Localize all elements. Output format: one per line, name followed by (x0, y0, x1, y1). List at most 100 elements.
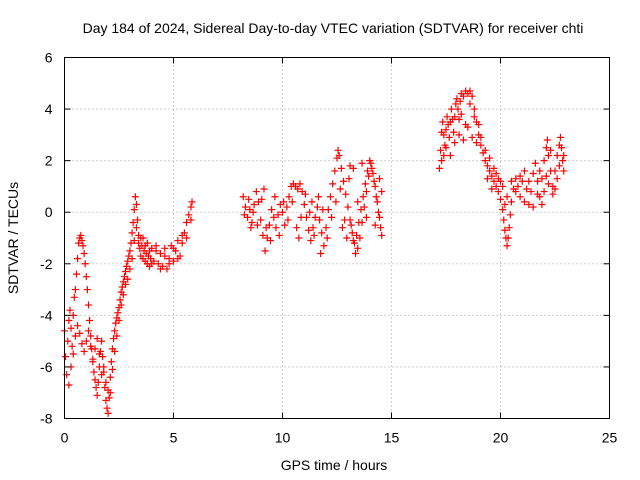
data-point (152, 242, 160, 250)
data-point (72, 270, 80, 278)
data-point (459, 92, 467, 100)
data-point (296, 180, 304, 188)
data-point (512, 175, 520, 183)
data-point (361, 180, 369, 188)
data-point (443, 113, 451, 121)
data-point (135, 239, 143, 247)
data-point (378, 231, 386, 239)
data-point (452, 100, 460, 108)
data-point (67, 324, 75, 332)
data-point (268, 206, 276, 214)
data-point (542, 172, 550, 180)
data-point (113, 332, 121, 340)
data-point (272, 224, 280, 232)
data-point (105, 394, 113, 402)
data-point (486, 167, 494, 175)
data-point (104, 409, 112, 417)
data-point (527, 188, 535, 196)
data-point (549, 190, 557, 198)
data-point (450, 128, 458, 136)
data-point (111, 327, 119, 335)
data-point (457, 110, 465, 118)
data-point (473, 139, 481, 147)
data-point (281, 221, 289, 229)
data-point (84, 301, 92, 309)
data-point (481, 146, 489, 154)
data-point (560, 167, 568, 175)
data-point (261, 247, 269, 255)
data-point (137, 234, 145, 242)
data-point (130, 237, 138, 245)
data-point (340, 177, 348, 185)
x-tick-label: 0 (61, 430, 69, 446)
data-point (341, 216, 349, 224)
data-point (257, 216, 265, 224)
data-point (544, 151, 552, 159)
data-point (117, 301, 125, 309)
data-point (71, 286, 79, 294)
data-point (373, 198, 381, 206)
data-point (313, 203, 321, 211)
data-point (74, 255, 82, 263)
data-point (126, 265, 134, 273)
data-point (358, 219, 366, 227)
data-point (514, 182, 522, 190)
data-point (322, 224, 330, 232)
x-tick-label: 15 (384, 430, 400, 446)
data-point (520, 167, 528, 175)
data-point (544, 180, 552, 188)
data-point (161, 244, 169, 252)
chart-title: Day 184 of 2024, Sidereal Day-to-day VTE… (83, 20, 584, 36)
data-point (71, 332, 79, 340)
data-point (311, 213, 319, 221)
data-point (294, 185, 302, 193)
data-point (111, 347, 119, 355)
data-point (556, 133, 564, 141)
y-tick-label: 0 (45, 204, 53, 220)
data-point (470, 113, 478, 121)
data-points (61, 87, 568, 417)
data-point (314, 193, 322, 201)
data-point (65, 317, 73, 325)
data-point (74, 322, 82, 330)
data-point (310, 231, 318, 239)
data-point (368, 164, 376, 172)
data-point (520, 198, 528, 206)
data-point (438, 157, 446, 165)
data-point (106, 389, 114, 397)
data-point (551, 167, 559, 175)
data-point (146, 247, 154, 255)
data-point (506, 211, 514, 219)
data-point (93, 335, 101, 343)
data-point (338, 224, 346, 232)
data-point (252, 188, 260, 196)
data-point (326, 193, 334, 201)
data-point (499, 182, 507, 190)
x-tick-label: 20 (493, 430, 509, 446)
data-point (163, 265, 171, 273)
data-point (332, 198, 340, 206)
data-point (106, 373, 114, 381)
data-point (80, 347, 88, 355)
data-point (365, 172, 373, 180)
data-point (92, 384, 100, 392)
data-point (132, 200, 140, 208)
data-point (245, 195, 253, 203)
data-point (447, 105, 455, 113)
data-point (534, 177, 542, 185)
data-point (497, 195, 504, 203)
data-point (98, 337, 106, 345)
data-point (374, 208, 382, 216)
data-point (66, 306, 74, 314)
data-point (80, 249, 88, 257)
data-point (98, 371, 106, 379)
data-point (301, 190, 309, 198)
data-point (87, 342, 95, 350)
data-point (76, 329, 84, 337)
data-point (492, 170, 500, 178)
data-point (376, 213, 384, 221)
data-point (346, 162, 354, 170)
data-point (288, 198, 296, 206)
data-point (122, 268, 130, 276)
